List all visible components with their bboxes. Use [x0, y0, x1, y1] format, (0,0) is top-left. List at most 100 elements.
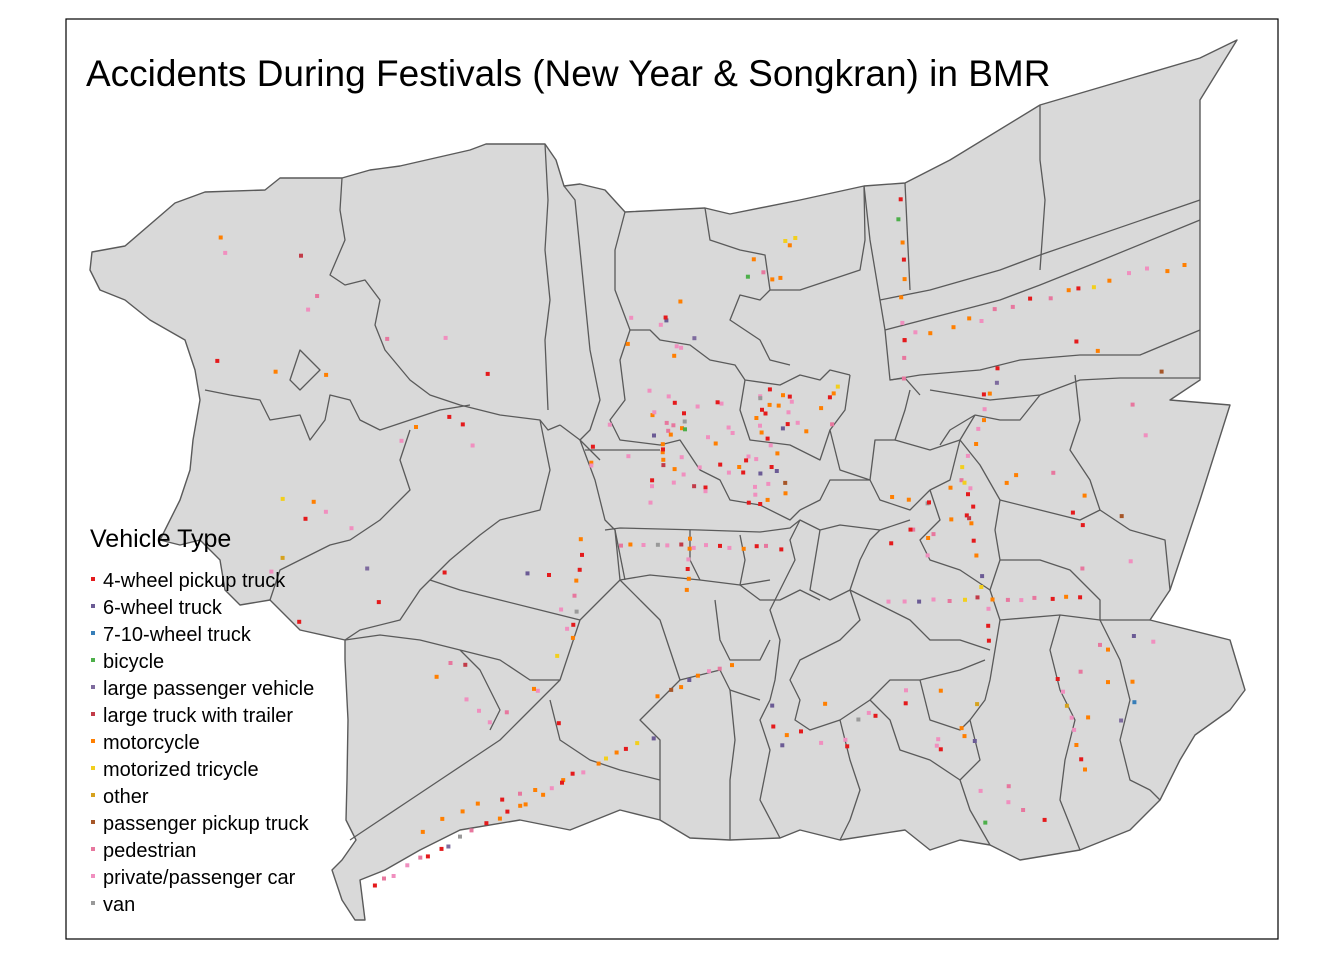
accident-point [687, 678, 692, 682]
accident-point [685, 567, 690, 571]
accident-point [299, 253, 303, 258]
accident-point [570, 635, 575, 640]
legend-label: other [103, 786, 149, 808]
accident-point [525, 571, 530, 576]
accident-point [962, 480, 967, 485]
accident-point [967, 316, 972, 321]
accident-point [641, 543, 646, 547]
accident-point [1006, 784, 1011, 789]
accident-point [771, 724, 776, 729]
legend-key [91, 793, 95, 797]
accident-point [652, 410, 657, 415]
accident-point [983, 820, 988, 825]
accident-point [783, 480, 788, 485]
accident-point [1021, 808, 1026, 812]
accident-point [766, 481, 771, 486]
accident-point [906, 497, 911, 502]
accident-point [470, 443, 475, 448]
accident-point [1051, 470, 1056, 475]
accident-point [652, 433, 656, 438]
accident-point [1005, 597, 1010, 602]
accident-point [623, 746, 628, 751]
accident-point [682, 411, 686, 416]
legend-label: passenger pickup truck [103, 813, 310, 835]
accident-point [523, 802, 528, 807]
accident-point [686, 557, 691, 562]
accident-point [604, 756, 608, 761]
accident-point [986, 638, 991, 643]
accident-point [900, 320, 905, 325]
accident-point [1076, 286, 1081, 291]
accident-point [1095, 348, 1100, 353]
accident-point [866, 710, 871, 715]
accident-point [1032, 595, 1037, 600]
accident-point [580, 552, 584, 557]
accident-point [719, 401, 724, 406]
accident-point [1014, 473, 1019, 478]
accident-point [1004, 480, 1009, 485]
accident-point [324, 372, 329, 377]
accident-point [671, 480, 676, 485]
accident-point [559, 607, 564, 612]
accident-point [661, 447, 665, 452]
accident-point [697, 465, 702, 470]
accident-point [1159, 369, 1164, 374]
accident-point [434, 674, 439, 679]
accident-point [703, 489, 708, 494]
legend-label: large truck with trailer [103, 705, 293, 727]
accident-point [215, 358, 220, 363]
accident-point [280, 555, 285, 560]
accident-point [671, 423, 676, 428]
accident-point [986, 606, 991, 611]
accident-point [819, 740, 824, 745]
accident-point [1080, 566, 1085, 571]
accident-point [692, 484, 697, 489]
accident-point [835, 384, 840, 389]
accident-point [570, 771, 575, 776]
accident-point [992, 307, 997, 312]
accident-point [784, 733, 789, 738]
accident-point [745, 274, 750, 279]
accident-point [1080, 523, 1085, 528]
accident-point [484, 821, 489, 826]
accident-point [460, 422, 465, 427]
accident-point [443, 335, 448, 340]
accident-point [780, 426, 785, 431]
accident-point [1128, 559, 1133, 564]
accident-point [687, 546, 692, 551]
accident-point [669, 687, 674, 692]
legend-label: motorcycle [103, 732, 200, 754]
legend-label: pedestrian [103, 840, 196, 862]
legend-label: large passenger vehicle [103, 678, 314, 700]
accident-point [889, 541, 894, 546]
accident-point [1078, 595, 1083, 600]
accident-point [982, 418, 986, 423]
accident-point [425, 854, 430, 859]
accident-point [672, 400, 677, 405]
accident-point [726, 470, 731, 475]
accident-point [746, 500, 751, 505]
accident-point [819, 406, 824, 411]
accident-point [793, 236, 798, 240]
accident-point [439, 846, 444, 851]
accident-point [741, 470, 746, 475]
accident-point [629, 315, 634, 320]
legend-key [91, 685, 95, 689]
map-title: Accidents During Festivals (New Year & S… [86, 53, 1050, 94]
accident-point [770, 703, 775, 708]
accident-point [751, 257, 756, 262]
accident-point [911, 527, 916, 532]
accident-point [783, 239, 788, 243]
accident-point [372, 883, 377, 888]
accident-point [695, 673, 700, 678]
legend-key [91, 631, 95, 635]
accident-point [769, 465, 774, 469]
accident-point [900, 240, 905, 245]
accident-point [754, 544, 759, 549]
accident-point [560, 780, 564, 785]
accident-point [1083, 767, 1087, 772]
panel-border [65, 18, 1279, 940]
accident-point [974, 442, 979, 446]
accident-point [969, 521, 974, 526]
accident-point [741, 546, 746, 551]
